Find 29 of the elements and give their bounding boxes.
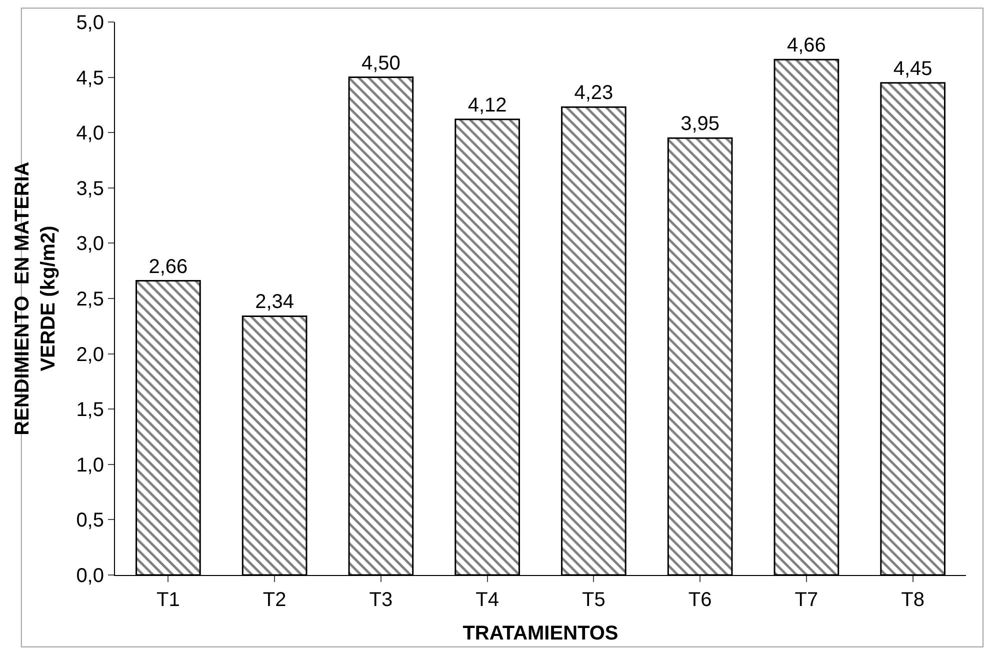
y-tick-label: 4,5 bbox=[76, 67, 104, 90]
x-tick-label: T3 bbox=[369, 589, 393, 611]
y-tick-label: 4,0 bbox=[76, 122, 104, 145]
y-tick-label: 2,0 bbox=[76, 344, 104, 366]
y-axis-title: RENDIMIENTO EN MATERIA VERDE (kg/m2) bbox=[12, 162, 60, 436]
data-label: 4,45 bbox=[893, 58, 932, 80]
data-label: 2,34 bbox=[255, 291, 294, 314]
x-tick-label: T4 bbox=[476, 589, 499, 611]
y-tick-label: 0,0 bbox=[76, 565, 104, 587]
x-tick-label: T6 bbox=[688, 589, 712, 611]
data-label: 3,95 bbox=[680, 113, 720, 136]
y-tick-label: 1,0 bbox=[76, 454, 104, 476]
y-tick-label: 1,5 bbox=[76, 399, 104, 422]
x-axis-title: TRATAMIENTOS bbox=[462, 622, 618, 644]
x-tick-label: T2 bbox=[262, 589, 286, 611]
data-label: 4,50 bbox=[361, 52, 400, 74]
data-label: 4,66 bbox=[786, 34, 826, 57]
data-label: 2,66 bbox=[148, 256, 188, 278]
data-label: 4,23 bbox=[574, 82, 614, 104]
y-tick-label: 5,0 bbox=[76, 12, 104, 34]
x-tick-label: T1 bbox=[156, 589, 180, 611]
y-tick-label: 0,5 bbox=[76, 510, 104, 532]
y-tick-label: 2,5 bbox=[76, 288, 104, 310]
y-tick-label: 3,5 bbox=[76, 178, 104, 200]
data-label: 4,12 bbox=[468, 94, 507, 116]
x-tick-label: T7 bbox=[794, 589, 818, 611]
x-tick-label: T8 bbox=[901, 589, 924, 611]
y-tick-label: 3,0 bbox=[76, 233, 104, 256]
x-tick-label: T5 bbox=[582, 589, 606, 611]
